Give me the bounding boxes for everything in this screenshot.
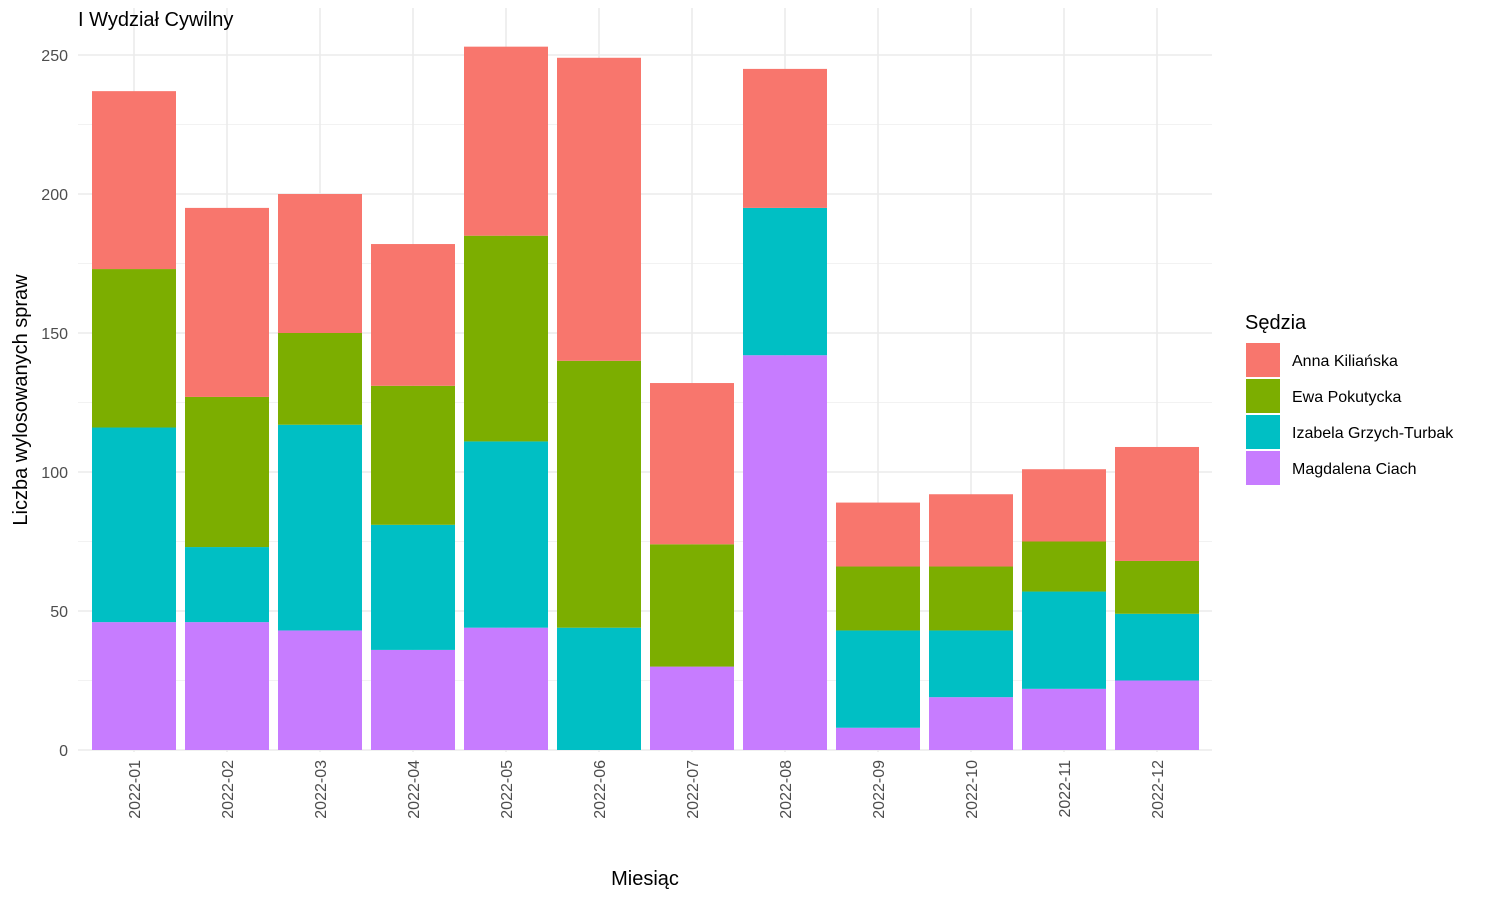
x-tick-label: 2022-08 <box>778 760 795 819</box>
bar-segment <box>929 697 1013 750</box>
bar-segment <box>557 57 641 361</box>
bar-segment <box>464 441 548 628</box>
y-axis-title: Liczba wylosowanych spraw <box>10 274 32 526</box>
legend-items: Anna Kiliańska Ewa Pokutycka Izabela Grzyc… <box>1246 343 1454 485</box>
bar-segment <box>278 333 362 425</box>
bar-segment <box>1022 688 1106 750</box>
bar-segment <box>92 427 176 623</box>
bar-segment <box>1115 680 1199 750</box>
bar-segment <box>836 630 920 728</box>
bar-segment <box>464 627 548 750</box>
bar-segment <box>557 360 641 628</box>
bar-segment <box>1022 591 1106 689</box>
bar-segment <box>743 355 827 750</box>
bar-segment <box>836 502 920 567</box>
bar-segment <box>929 494 1013 567</box>
bar-segment <box>464 235 548 442</box>
bar-segment <box>185 622 269 750</box>
x-tick-label: 2022-12 <box>1150 760 1167 819</box>
bar-segment <box>371 385 455 525</box>
bar-segment <box>650 544 734 667</box>
y-tick-label: 250 <box>41 48 68 65</box>
chart-title: I Wydział Cywilny <box>78 9 233 31</box>
bar-segment <box>650 666 734 750</box>
x-tick-label: 2022-04 <box>406 760 423 819</box>
bar-segment <box>836 566 920 631</box>
bar-segment <box>650 383 734 545</box>
legend-title: Sędzia <box>1245 312 1307 334</box>
x-tick-label: 2022-06 <box>592 760 609 819</box>
x-tick-label: 2022-05 <box>499 760 516 819</box>
bar-segment <box>185 207 269 397</box>
bar-segment <box>92 622 176 750</box>
legend: Sędzia Anna Kiliańska Ewa Pokutycka Izabel… <box>1245 312 1454 485</box>
legend-label: Magdalena Ciach <box>1292 461 1417 478</box>
bar-segment <box>1115 560 1199 614</box>
y-tick-label: 200 <box>41 187 68 204</box>
bar-segment <box>743 207 827 356</box>
bar-segment <box>929 566 1013 631</box>
bar-segment <box>743 68 827 208</box>
y-tick-label: 100 <box>41 465 68 482</box>
bar-segment <box>1022 541 1106 592</box>
bar-segment <box>836 727 920 750</box>
bar-segment <box>278 194 362 333</box>
bar-segment <box>1022 469 1106 542</box>
bar-segment <box>278 424 362 631</box>
x-tick-label: 2022-09 <box>871 760 888 819</box>
legend-key <box>1246 343 1280 377</box>
bar-segment <box>464 46 548 236</box>
bar-segment <box>557 627 641 750</box>
bar-segment <box>371 524 455 650</box>
y-tick-label: 150 <box>41 326 68 343</box>
x-axis-ticks: 2022-01 2022-02 2022-03 2022-04 2022-05 2022-… <box>127 760 1167 819</box>
legend-key <box>1246 415 1280 449</box>
bar-segment <box>185 547 269 623</box>
legend-key <box>1246 451 1280 485</box>
x-tick-label: 2022-10 <box>964 760 981 819</box>
x-tick-label: 2022-02 <box>220 760 237 819</box>
y-tick-label: 0 <box>59 743 68 760</box>
bar-segment <box>1115 613 1199 681</box>
bars <box>92 46 1199 750</box>
bar-segment <box>371 244 455 386</box>
y-axis-ticks: 0 50 100 150 200 250 <box>41 48 68 760</box>
legend-label: Anna Kiliańska <box>1292 353 1398 370</box>
x-tick-label: 2022-03 <box>313 760 330 819</box>
bar-segment <box>92 269 176 428</box>
x-axis-title: Miesiąc <box>611 868 679 890</box>
legend-key <box>1246 379 1280 413</box>
x-tick-label: 2022-07 <box>685 760 702 819</box>
bar-segment <box>185 396 269 548</box>
bar-segment <box>371 649 455 750</box>
bar-segment <box>92 91 176 270</box>
legend-label: Ewa Pokutycka <box>1292 389 1401 406</box>
x-tick-label: 2022-01 <box>127 760 144 819</box>
bar-segment <box>278 630 362 750</box>
bar-segment <box>929 630 1013 698</box>
bar-segment <box>1115 446 1199 561</box>
x-tick-label: 2022-11 <box>1057 760 1074 818</box>
y-tick-label: 50 <box>50 604 68 621</box>
legend-label: Izabela Grzych-Turbak <box>1292 425 1454 442</box>
